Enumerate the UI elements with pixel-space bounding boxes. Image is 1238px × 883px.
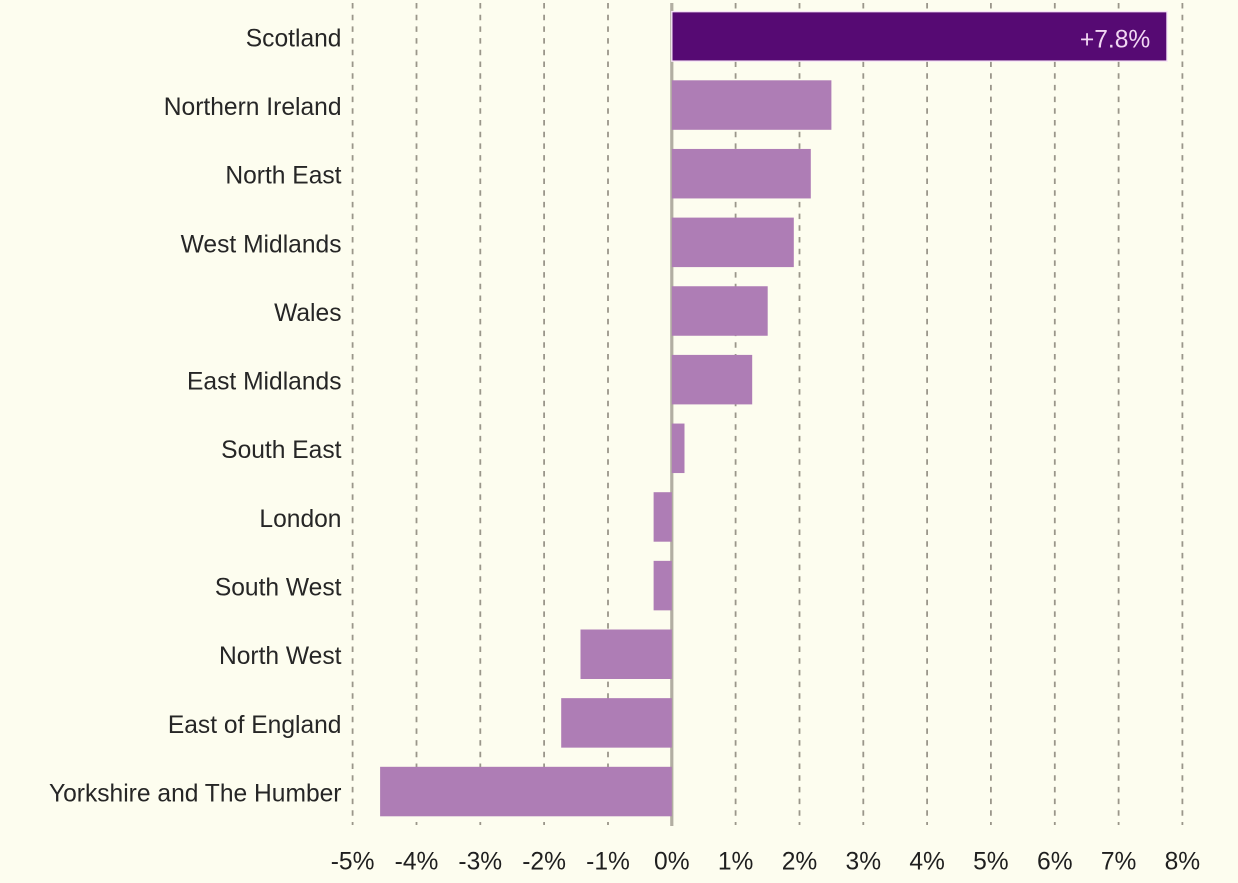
svg-text:London: London [259, 506, 341, 533]
svg-text:East of England: East of England [168, 712, 342, 739]
svg-text:3%: 3% [846, 848, 882, 875]
svg-text:-4%: -4% [395, 848, 439, 875]
svg-text:2%: 2% [782, 848, 818, 875]
svg-text:East Midlands: East Midlands [187, 369, 341, 396]
svg-text:Northern Ireland: Northern Ireland [164, 94, 342, 121]
svg-text:+7.8%: +7.8% [1080, 27, 1150, 54]
svg-text:7%: 7% [1101, 848, 1137, 875]
svg-text:5%: 5% [973, 848, 1009, 875]
svg-text:6%: 6% [1037, 848, 1073, 875]
svg-text:West Midlands: West Midlands [181, 231, 342, 258]
svg-text:South West: South West [215, 575, 342, 602]
svg-text:8%: 8% [1165, 848, 1201, 875]
svg-text:South East: South East [221, 437, 341, 464]
svg-text:Yorkshire and The Humber: Yorkshire and The Humber [49, 781, 342, 808]
svg-text:Scotland: Scotland [246, 25, 342, 52]
svg-text:-2%: -2% [522, 848, 566, 875]
svg-text:-3%: -3% [458, 848, 502, 875]
svg-text:Wales: Wales [274, 300, 341, 327]
svg-text:-5%: -5% [331, 848, 375, 875]
svg-text:4%: 4% [909, 848, 945, 875]
svg-text:-1%: -1% [586, 848, 630, 875]
svg-text:0%: 0% [654, 848, 690, 875]
svg-text:North West: North West [219, 643, 342, 670]
svg-text:1%: 1% [718, 848, 754, 875]
svg-text:North East: North East [225, 163, 341, 190]
